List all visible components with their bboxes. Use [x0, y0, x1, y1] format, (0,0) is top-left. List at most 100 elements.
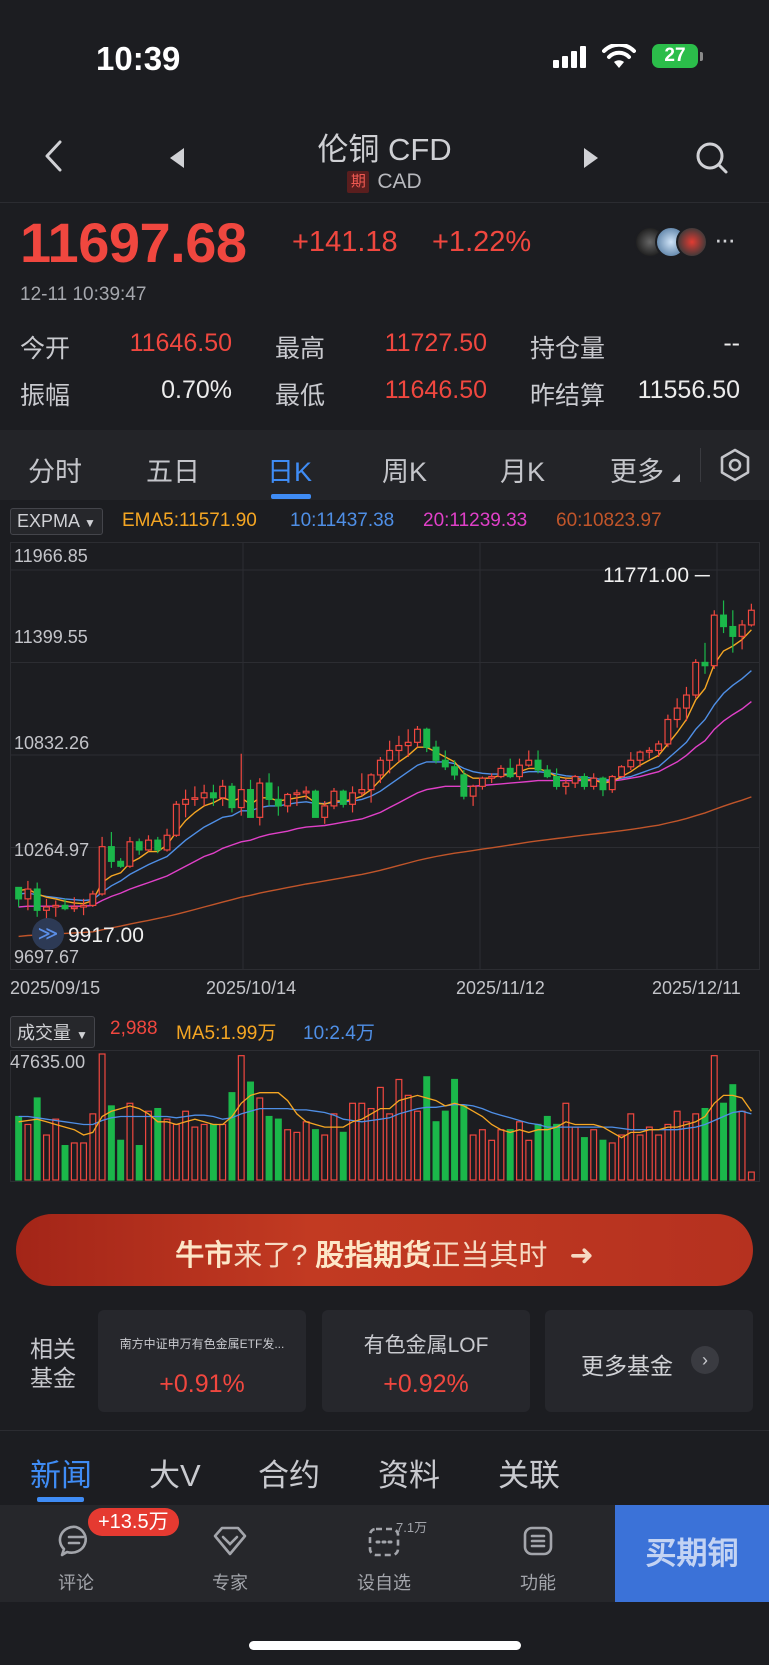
- candle-body: [200, 792, 208, 799]
- fund-card[interactable]: 有色金属LOF +0.92%: [322, 1310, 530, 1412]
- candlestick-chart[interactable]: [10, 542, 760, 970]
- related-funds-label-line: 相关: [30, 1336, 76, 1362]
- tab-monthly-k[interactable]: 月K: [500, 457, 546, 487]
- fund-card[interactable]: 南方中证申万有色金属ETF发... +0.91%: [98, 1310, 306, 1412]
- volume-bar: [441, 1110, 449, 1181]
- candle-body: [497, 767, 505, 778]
- volume-bar: [404, 1094, 412, 1181]
- volume-bar: [107, 1105, 115, 1181]
- volume-bar: [237, 1055, 245, 1181]
- stat-prev-settle-label: 昨结算: [530, 382, 606, 410]
- volume-bar: [701, 1107, 709, 1181]
- nav-expert[interactable]: 专家: [170, 1505, 290, 1602]
- nav-expert-label: 专家: [212, 1573, 248, 1593]
- volume-indicator-select[interactable]: 成交量 ▼: [10, 1016, 95, 1048]
- volume-chart[interactable]: [10, 1050, 760, 1182]
- back-icon[interactable]: [42, 138, 66, 174]
- tab-related[interactable]: 关联: [498, 1458, 560, 1493]
- volume-bar: [413, 1110, 421, 1181]
- chart-settings-icon[interactable]: [718, 448, 752, 482]
- more-funds-card[interactable]: 更多基金 ›: [545, 1310, 753, 1412]
- volume-bar: [590, 1129, 598, 1181]
- ema5-line: [18, 629, 752, 905]
- volume-bar: [256, 1097, 264, 1181]
- header: 伦铜 CFD 期 CAD: [0, 110, 769, 202]
- candle-body: [145, 839, 152, 851]
- stat-low-label: 最低: [275, 382, 326, 410]
- candle-body: [172, 803, 180, 836]
- buy-copper-button[interactable]: 买期铜: [615, 1505, 769, 1602]
- promo-banner[interactable]: 牛市来了? 股指期货正当其时 ➜: [16, 1214, 753, 1286]
- tab-daily-k[interactable]: 日K: [267, 457, 313, 487]
- volume-bar: [293, 1131, 301, 1181]
- banner-text-part: 牛市: [175, 1240, 234, 1272]
- chevron-right-icon: ›: [691, 1346, 719, 1374]
- expand-chart-icon[interactable]: ≫: [32, 918, 64, 950]
- candle-body: [228, 785, 236, 809]
- search-icon[interactable]: [694, 140, 730, 176]
- home-indicator[interactable]: [249, 1641, 521, 1650]
- x-tick-label: 2025/10/14: [206, 978, 297, 998]
- nav-function-label: 功能: [520, 1573, 556, 1593]
- tab-big-v[interactable]: 大V: [149, 1458, 201, 1493]
- volume-bar: [720, 1102, 728, 1181]
- candle-body: [293, 792, 301, 796]
- candle-body: [478, 777, 486, 787]
- indicator-select[interactable]: EXPMA ▼: [10, 508, 103, 535]
- prev-contract-icon[interactable]: [168, 147, 186, 169]
- volume-bar: [738, 1110, 746, 1181]
- volume-bar: [163, 1118, 171, 1181]
- tab-more[interactable]: 更多: [610, 457, 664, 487]
- volume-bar: [135, 1145, 143, 1181]
- tab-weekly-k[interactable]: 周K: [382, 457, 428, 487]
- futures-badge: 期: [347, 171, 370, 193]
- nav-watchlist[interactable]: 7.1万 设自选: [324, 1505, 444, 1602]
- wifi-icon: [602, 44, 636, 68]
- volume-bar: [497, 1129, 505, 1181]
- volume-bar: [395, 1078, 403, 1181]
- nav-comment[interactable]: 评论: [16, 1505, 136, 1602]
- candle-body: [219, 785, 227, 799]
- candle-body: [590, 777, 598, 787]
- candle-body: [395, 744, 403, 752]
- next-contract-icon[interactable]: [582, 147, 600, 169]
- chart-frame: [10, 542, 760, 970]
- tab-news[interactable]: 新闻: [30, 1458, 92, 1493]
- volume-bar: [618, 1134, 625, 1181]
- chevron-down-icon: ▼: [84, 516, 96, 530]
- more-icon[interactable]: ···: [714, 224, 736, 254]
- candle-body: [33, 888, 41, 911]
- volume-bar: [358, 1102, 366, 1181]
- tab-contracts[interactable]: 合约: [258, 1458, 320, 1493]
- volume-bar: [302, 1121, 310, 1181]
- banner-text-part: 正当其时: [431, 1240, 548, 1272]
- volume-bar: [451, 1078, 459, 1181]
- volume-bar: [349, 1102, 357, 1181]
- tab-five-day[interactable]: 五日: [146, 457, 200, 487]
- candle-body: [61, 904, 69, 910]
- volume-bar: [664, 1123, 672, 1181]
- candle-body: [367, 774, 375, 791]
- candle-body: [311, 790, 319, 818]
- candle-body: [15, 886, 23, 900]
- low-annotation: 9917.00: [68, 924, 144, 947]
- y-tick-label: 11966.85: [14, 546, 88, 566]
- period-tab-bar: 分时 五日 日K 周K 月K 更多: [0, 430, 769, 500]
- volume-bar: [24, 1123, 32, 1181]
- volume-bar: [126, 1102, 134, 1181]
- volume-bar: [710, 1055, 718, 1181]
- candle-body: [432, 746, 440, 761]
- banner-text-part: 来了?: [233, 1240, 308, 1272]
- high-annotation-value: 11771.00: [603, 564, 690, 587]
- arrow-right-icon: ➜: [569, 1240, 594, 1272]
- candle-body: [469, 785, 477, 797]
- candle-body: [747, 609, 755, 626]
- nav-function[interactable]: 功能: [478, 1505, 598, 1602]
- avatar[interactable]: [676, 226, 708, 258]
- divider: [0, 1430, 769, 1431]
- tab-intraday[interactable]: 分时: [28, 457, 82, 487]
- volume-ma10-line: [18, 1103, 752, 1131]
- tab-profile[interactable]: 资料: [378, 1458, 440, 1493]
- volume-ma5-line: [18, 1092, 752, 1139]
- volume-bar: [311, 1129, 319, 1181]
